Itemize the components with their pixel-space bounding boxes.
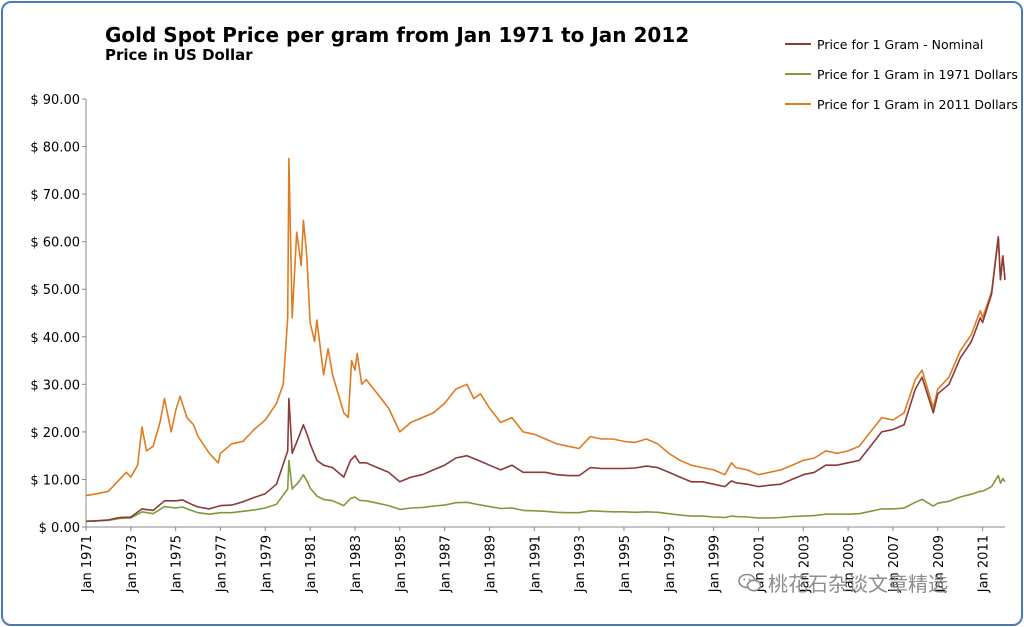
x-tick-label: Jan 1987 [439, 535, 454, 593]
x-tick-label: Jan 2005 [842, 535, 857, 593]
y-tick-label: $ 30.00 [30, 378, 80, 393]
watermark: 桃花石杂谈文章精选 [738, 568, 948, 597]
x-tick-label: Jan 1971 [80, 535, 95, 593]
legend-swatch-nominal [785, 43, 811, 45]
wechat-icon [738, 573, 762, 591]
x-tick-label: Jan 1999 [708, 535, 723, 593]
x-tick-label: Jan 1981 [304, 535, 319, 593]
watermark-text: 桃花石杂谈文章精选 [768, 572, 948, 596]
series-lines [85, 157, 1006, 523]
x-tick-label: Jan 1973 [125, 535, 140, 593]
x-tick-label: Jan 1979 [259, 535, 274, 593]
legend-item-2011: Price for 1 Gram in 2011 Dollars [785, 89, 1018, 119]
y-tick-label: $ 70.00 [30, 188, 80, 203]
x-tick-label: Jan 1985 [394, 535, 409, 593]
legend-item-nominal: Price for 1 Gram - Nominal [785, 29, 1018, 59]
series-line-1971-dollars [85, 459, 1006, 523]
x-tick-label: Jan 2007 [887, 535, 902, 593]
x-tick-label: Jan 1983 [349, 535, 364, 593]
x-tick-label: Jan 2001 [752, 535, 767, 593]
y-tick-label: $ 0.00 [39, 521, 80, 536]
x-ticks: Jan 1971 Jan 1973 Jan 1975 Jan 1977 Jan 1979… [80, 527, 992, 593]
series-line-2011-dollars [85, 157, 1006, 497]
chart-title: Gold Spot Price per gram from Jan 1971 t… [105, 23, 690, 47]
y-tick-label: $ 50.00 [30, 283, 80, 298]
y-tick-label: $ 80.00 [30, 141, 80, 156]
x-tick-label: Jan 2011 [977, 535, 992, 593]
x-tick-label: Jan 1997 [663, 535, 678, 593]
x-tick-label: Jan 1975 [170, 535, 185, 593]
legend-swatch-2011 [785, 103, 811, 105]
legend-label-nominal: Price for 1 Gram - Nominal [817, 36, 984, 52]
y-tick-label: $ 10.00 [30, 473, 80, 488]
legend-label-2011: Price for 1 Gram in 2011 Dollars [817, 96, 1018, 112]
x-tick-label: Jan 1989 [483, 535, 498, 593]
x-tick-label: Jan 1991 [528, 535, 543, 593]
y-ticks: $ 0.00 $ 10.00 $ 20.00 $ 30.00 $ 40.00 $ 50.0… [30, 93, 86, 536]
x-tick-label: Jan 1993 [573, 535, 588, 593]
y-tick-label: $ 20.00 [30, 426, 80, 441]
chart-subtitle: Price in US Dollar [105, 46, 253, 64]
y-tick-label: $ 60.00 [30, 236, 80, 251]
legend-item-1971: Price for 1 Gram in 1971 Dollars [785, 59, 1018, 89]
series-line-nominal [85, 236, 1006, 523]
legend: Price for 1 Gram - Nominal Price for 1 G… [785, 29, 1018, 119]
legend-swatch-1971 [785, 73, 811, 75]
x-tick-label: Jan 2009 [932, 535, 947, 593]
x-tick-label: Jan 1995 [618, 535, 633, 593]
chart-plot: $ 0.00 $ 10.00 $ 20.00 $ 30.00 $ 40.00 $ 50.0… [30, 93, 1006, 593]
x-tick-label: Jan 2003 [797, 535, 812, 593]
y-tick-label: $ 90.00 [30, 93, 80, 108]
x-tick-label: Jan 1977 [214, 535, 229, 593]
y-tick-label: $ 40.00 [30, 331, 80, 346]
legend-label-1971: Price for 1 Gram in 1971 Dollars [817, 66, 1018, 82]
